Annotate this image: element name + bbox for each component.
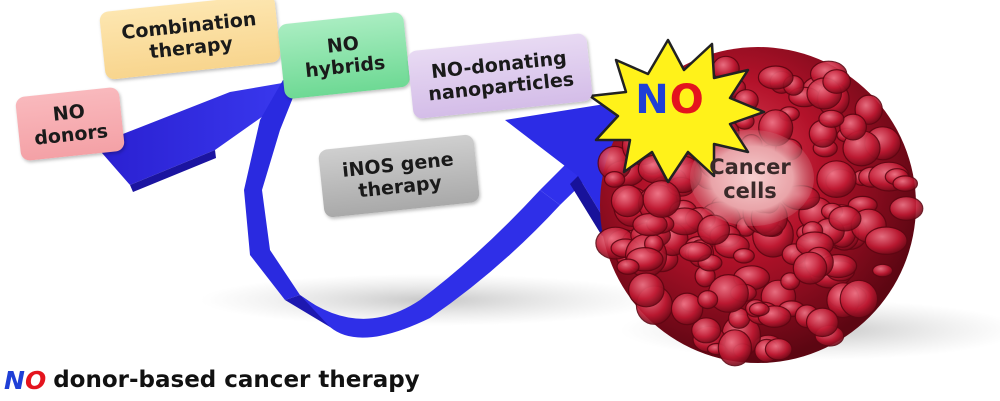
label-line: donors (33, 120, 110, 150)
cell-texture-bump (864, 226, 908, 255)
cell-texture-bump (828, 205, 862, 232)
cell-texture-bump (889, 196, 924, 222)
cell-texture-bump (822, 69, 852, 94)
caption-no-n: N (4, 365, 25, 395)
cell-texture-bump (871, 263, 894, 278)
cell-texture-bump (670, 292, 704, 326)
cell-texture-bump (757, 65, 794, 90)
cell-texture-bump (818, 109, 845, 128)
no-letter-n: N (635, 77, 670, 123)
label-line: Cancer (709, 155, 791, 179)
cell-texture-bump (642, 180, 681, 218)
cell-texture-bump (748, 302, 770, 317)
label-no-hybrids: NO hybrids (277, 11, 411, 100)
cell-texture-bump (816, 160, 857, 199)
cell-texture-bump (839, 279, 879, 319)
cell-texture-bump (603, 170, 626, 188)
caption-text: donor-based cancer therapy (53, 367, 420, 393)
no-starburst (588, 38, 766, 184)
label-no-donors: NO donors (14, 86, 126, 162)
cell-texture-bump (732, 248, 755, 264)
caption-no-o: O (24, 365, 47, 395)
cell-texture-bump (764, 338, 793, 361)
cancer-cells-label: Cancer cells (690, 140, 810, 218)
cell-texture-bump (792, 251, 828, 285)
no-letter-o: O (669, 77, 705, 123)
cell-texture-bump (717, 329, 753, 367)
cell-texture-bump (616, 258, 640, 275)
cell-texture-bump (678, 241, 713, 262)
cell-texture-bump (691, 317, 722, 344)
cell-texture-bump (627, 272, 665, 308)
cell-texture-bump (839, 113, 867, 141)
cell-texture-bump (610, 184, 645, 218)
cell-texture-bump (892, 175, 918, 192)
label-line: hybrids (304, 51, 387, 82)
ribbon-arrow (95, 80, 630, 338)
cell-texture-bump (697, 290, 719, 310)
label-line: cells (723, 179, 777, 203)
cell-texture-bump (805, 307, 839, 338)
